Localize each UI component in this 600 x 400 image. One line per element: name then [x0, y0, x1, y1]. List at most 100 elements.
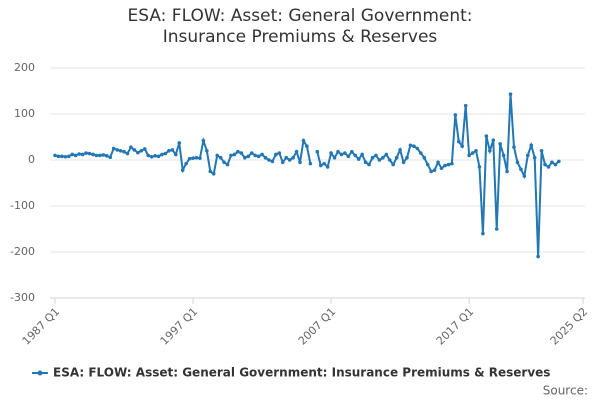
point [108, 155, 113, 160]
point [87, 151, 92, 156]
point [374, 153, 378, 158]
point [308, 161, 313, 166]
point [522, 174, 527, 178]
point [339, 152, 344, 157]
point [481, 231, 485, 236]
point [163, 151, 168, 156]
point [381, 155, 385, 160]
point [456, 139, 461, 144]
y-tick-label: 200 [14, 61, 35, 74]
point [287, 158, 292, 162]
point [484, 134, 489, 138]
point [325, 165, 330, 169]
point [529, 143, 534, 148]
x-tick-label: 2007 Q1 [296, 305, 339, 348]
point [132, 148, 137, 152]
point [377, 158, 382, 162]
chart-title: ESA: FLOW: Asset: General Government: In… [127, 6, 473, 47]
point [405, 155, 409, 160]
point [519, 167, 523, 171]
point [77, 152, 81, 156]
point [301, 138, 306, 143]
point [360, 152, 364, 157]
point [91, 152, 95, 157]
point [284, 155, 289, 160]
point [218, 155, 223, 160]
y-tick-label: -200 [10, 245, 35, 258]
point [256, 154, 261, 159]
point [450, 161, 454, 166]
x-tick-label: 1997 Q1 [158, 305, 201, 348]
point [205, 149, 209, 153]
point [187, 156, 192, 161]
legend-marker [37, 370, 43, 376]
point [446, 162, 451, 167]
point [391, 162, 395, 167]
point [453, 113, 458, 117]
point [201, 138, 206, 143]
point [501, 153, 506, 158]
point [160, 152, 164, 157]
point [463, 103, 468, 108]
point [67, 154, 71, 159]
point [215, 153, 219, 158]
point [149, 154, 154, 159]
point [508, 92, 513, 97]
point [239, 151, 244, 155]
point [270, 159, 275, 164]
point [525, 153, 530, 158]
point [260, 152, 264, 157]
point [80, 152, 85, 157]
point [401, 160, 406, 165]
point [432, 168, 437, 172]
point [550, 160, 554, 165]
y-tick-label: 100 [14, 107, 35, 120]
point [246, 154, 251, 159]
point [398, 148, 402, 152]
point [136, 150, 140, 155]
line [316, 94, 560, 257]
point [180, 168, 185, 172]
y-tick-label: -100 [10, 199, 35, 212]
point [505, 169, 509, 174]
y-tick-label: 0 [28, 153, 35, 166]
point [170, 148, 175, 152]
point [222, 160, 226, 165]
point [167, 149, 171, 153]
point [557, 159, 561, 164]
point [263, 155, 268, 160]
point [346, 154, 351, 159]
source: Source: [543, 384, 588, 398]
point [467, 153, 471, 158]
point [146, 153, 150, 158]
point [443, 163, 447, 168]
point [543, 162, 547, 167]
x-tick-label: 2017 Q1 [434, 305, 477, 348]
point [367, 162, 371, 167]
point [94, 153, 99, 158]
point [412, 144, 416, 148]
point [546, 165, 551, 169]
y-tick-label: -300 [10, 291, 35, 304]
point [198, 156, 202, 160]
point [415, 146, 420, 151]
point [474, 149, 478, 153]
point [243, 155, 247, 160]
point [153, 154, 157, 158]
point [387, 158, 392, 162]
point [332, 155, 337, 160]
point [488, 149, 492, 153]
point [98, 153, 102, 158]
point [353, 153, 358, 158]
point [194, 155, 199, 160]
point [104, 154, 109, 158]
point [532, 155, 537, 160]
point [419, 151, 423, 155]
point [429, 169, 433, 174]
point [439, 166, 444, 171]
point [477, 165, 482, 169]
point [122, 149, 126, 154]
point [173, 152, 178, 157]
point [305, 144, 309, 148]
